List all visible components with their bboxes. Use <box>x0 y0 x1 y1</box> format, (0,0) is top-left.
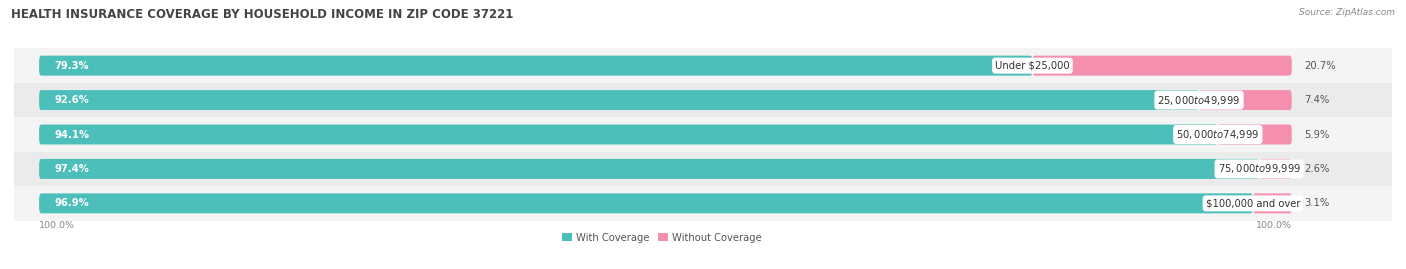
Bar <box>14 48 1392 83</box>
Text: 92.6%: 92.6% <box>55 95 89 105</box>
Text: Source: ZipAtlas.com: Source: ZipAtlas.com <box>1299 8 1395 17</box>
FancyBboxPatch shape <box>1218 125 1292 144</box>
Bar <box>14 186 1392 221</box>
Text: 100.0%: 100.0% <box>39 221 75 229</box>
Text: $75,000 to $99,999: $75,000 to $99,999 <box>1218 162 1301 175</box>
Text: $100,000 and over: $100,000 and over <box>1206 198 1301 208</box>
Legend: With Coverage, Without Coverage: With Coverage, Without Coverage <box>558 229 765 247</box>
Text: 100.0%: 100.0% <box>1256 221 1292 229</box>
Bar <box>14 117 1392 152</box>
Text: Under $25,000: Under $25,000 <box>995 61 1070 71</box>
FancyBboxPatch shape <box>39 125 1218 144</box>
Text: 20.7%: 20.7% <box>1305 61 1336 71</box>
FancyBboxPatch shape <box>39 56 1032 76</box>
FancyBboxPatch shape <box>1253 193 1292 213</box>
Text: $50,000 to $74,999: $50,000 to $74,999 <box>1177 128 1260 141</box>
Text: 3.1%: 3.1% <box>1305 198 1330 208</box>
FancyBboxPatch shape <box>39 90 1199 110</box>
FancyBboxPatch shape <box>1032 56 1292 76</box>
Text: 79.3%: 79.3% <box>55 61 89 71</box>
Text: $25,000 to $49,999: $25,000 to $49,999 <box>1157 94 1240 107</box>
Text: 5.9%: 5.9% <box>1305 129 1330 140</box>
Text: 94.1%: 94.1% <box>55 129 89 140</box>
Text: 97.4%: 97.4% <box>55 164 89 174</box>
FancyBboxPatch shape <box>39 193 1253 213</box>
FancyBboxPatch shape <box>39 159 1260 179</box>
Text: 96.9%: 96.9% <box>55 198 89 208</box>
Text: 2.6%: 2.6% <box>1305 164 1330 174</box>
FancyBboxPatch shape <box>1199 90 1292 110</box>
Text: 7.4%: 7.4% <box>1305 95 1330 105</box>
FancyBboxPatch shape <box>1260 159 1292 179</box>
Bar <box>14 152 1392 186</box>
Text: HEALTH INSURANCE COVERAGE BY HOUSEHOLD INCOME IN ZIP CODE 37221: HEALTH INSURANCE COVERAGE BY HOUSEHOLD I… <box>11 8 513 21</box>
Bar <box>14 83 1392 117</box>
